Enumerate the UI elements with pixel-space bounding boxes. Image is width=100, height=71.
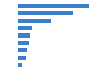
Bar	[18, 41, 29, 45]
Bar	[18, 33, 30, 38]
Bar	[18, 48, 27, 52]
Bar	[18, 11, 73, 15]
Bar	[18, 56, 26, 60]
Bar	[18, 26, 32, 30]
Bar	[18, 63, 22, 67]
Bar	[18, 19, 51, 23]
Bar	[18, 4, 89, 8]
